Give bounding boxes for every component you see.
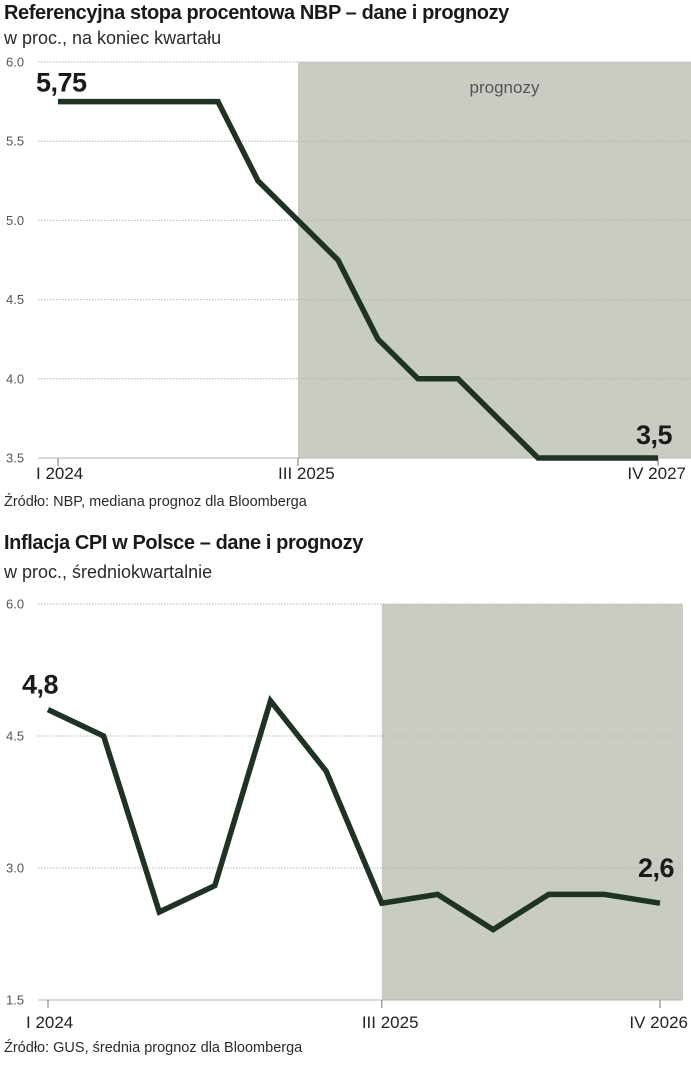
x-tick-label: III 2025: [278, 464, 335, 483]
forecast-label: prognozy: [470, 78, 540, 97]
forecast-region: [298, 62, 691, 458]
x-tick-label: III 2025: [362, 1013, 419, 1032]
chart-subtitle: w proc., na koniec kwartału: [4, 28, 222, 48]
chart-panel-rate: Referencyjna stopa procentowa NBP – dane…: [0, 0, 691, 520]
y-tick-label: 4.5: [6, 292, 24, 307]
y-tick-label: 4.0: [6, 371, 24, 386]
y-tick-label: 3.0: [6, 861, 24, 876]
chart-source: Źródło: NBP, mediana prognoz dla Bloombe…: [4, 494, 307, 510]
y-tick-label: 5.5: [6, 134, 24, 149]
value-annotation: 3,5: [636, 420, 673, 450]
y-tick-label: 4.5: [6, 729, 24, 744]
y-tick-label: 6.0: [6, 55, 24, 70]
series-line: [58, 98, 658, 461]
y-tick-label: 6.0: [6, 597, 24, 612]
x-tick-label: IV 2026: [629, 1013, 688, 1032]
series-line: [46, 694, 661, 933]
chart-title: Referencyjna stopa procentowa NBP – dane…: [4, 2, 509, 24]
forecast-region: [381, 604, 683, 1000]
value-annotation: 4,8: [22, 670, 59, 700]
y-tick-label: 1.5: [6, 993, 24, 1008]
value-annotation: 2,6: [638, 853, 675, 883]
chart-source: Źródło: GUS, średnia prognoz dla Bloombe…: [4, 1040, 303, 1056]
value-annotation: 5,75: [36, 68, 87, 98]
chart-subtitle: w proc., średniokwartalnie: [4, 562, 213, 582]
x-tick-label: I 2024: [26, 1013, 73, 1032]
rate-chart: prognozy 6.0 5.5 5.0 4.5 4.0 3.5 I 2024 III 2025…: [6, 55, 691, 483]
x-tick-label: IV 2027: [627, 464, 686, 483]
x-tick-label: I 2024: [36, 464, 83, 483]
chart-title: Inflacja CPI w Polsce – dane i prognozy: [4, 532, 363, 554]
y-tick-label: 3.5: [6, 451, 24, 466]
y-tick-label: 5.0: [6, 213, 24, 228]
cpi-chart: 6.0 4.5 3.0 1.5I 2024 III 2025 IV 2026 4,8 2,6: [6, 597, 688, 1033]
